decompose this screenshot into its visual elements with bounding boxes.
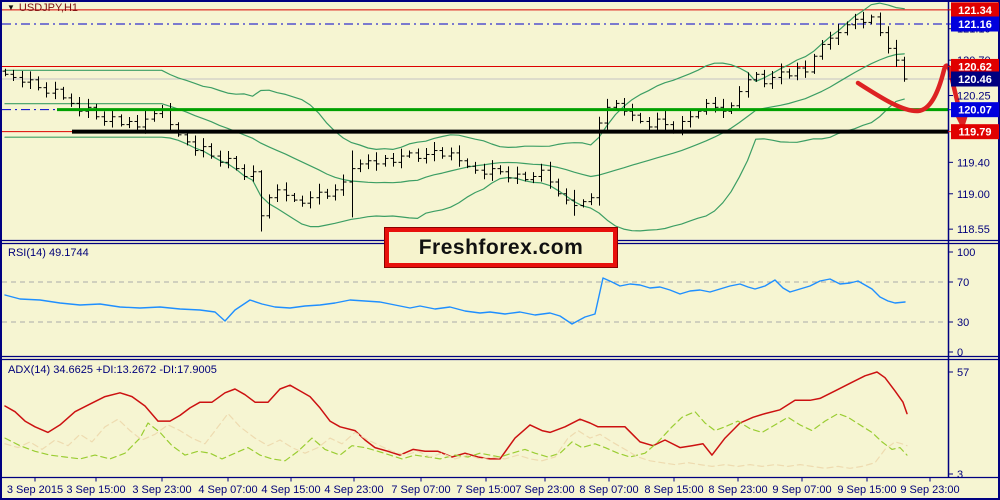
- time-label: 3 Sep 15:00: [66, 484, 125, 496]
- price-tick-label: 120.25: [957, 91, 991, 103]
- price-badge: [951, 2, 999, 18]
- time-label: 8 Sep 23:00: [708, 484, 767, 496]
- rsi-panel[interactable]: [2, 277, 946, 325]
- price-badge-label: 121.34: [958, 5, 993, 17]
- price-scale[interactable]: 121.10120.70120.25119.40119.00118.55121.…: [948, 2, 999, 481]
- adx-indicator-label: ADX(14) 34.6625 +DI:13.2672 -DI:17.9005: [8, 364, 217, 376]
- price-badge-label: 121.16: [958, 19, 992, 31]
- watermark-text: Freshforex.com: [418, 235, 584, 259]
- price-badge: [951, 16, 999, 32]
- price-tick-label: 118.55: [957, 224, 990, 236]
- time-label: 7 Sep 07:00: [391, 484, 450, 496]
- time-label: 9 Sep 15:00: [837, 484, 896, 496]
- time-label: 4 Sep 15:00: [261, 484, 320, 496]
- time-label: 4 Sep 23:00: [324, 484, 383, 496]
- time-label: 3 Sep 23:00: [132, 484, 191, 496]
- price-badge-label: 120.46: [958, 74, 992, 86]
- main-price-panel[interactable]: [2, 2, 948, 232]
- freshforex-watermark: Freshforex.com: [384, 227, 618, 268]
- time-label: 9 Sep 23:00: [900, 484, 959, 496]
- price-badge: [951, 71, 999, 87]
- time-label: 8 Sep 07:00: [579, 484, 638, 496]
- adx-scale-label: 3: [957, 469, 963, 481]
- symbol-text: USDJPY,H1: [18, 2, 79, 14]
- price-badge-label: 120.07: [958, 105, 992, 117]
- price-bars: [2, 11, 908, 232]
- rsi-indicator-label: RSI(14) 49.1744: [8, 247, 89, 259]
- price-badge: [951, 124, 999, 140]
- time-label: 8 Sep 15:00: [644, 484, 703, 496]
- adx-panel[interactable]: [4, 371, 908, 469]
- price-badge-label: 120.62: [958, 61, 992, 73]
- price-badge: [951, 58, 999, 74]
- dropdown-arrow-icon[interactable]: ▼: [7, 3, 15, 12]
- time-label: 7 Sep 23:00: [515, 484, 574, 496]
- time-label: 4 Sep 07:00: [198, 484, 257, 496]
- rsi-scale-label: 30: [957, 317, 969, 329]
- rsi-scale-label: 100: [957, 247, 975, 259]
- price-badge-label: 119.79: [958, 127, 991, 139]
- time-label: 3 Sep 2015: [7, 484, 63, 496]
- time-label: 7 Sep 15:00: [456, 484, 515, 496]
- price-tick-label: 119.40: [957, 157, 990, 169]
- rsi-scale-label: 0: [957, 347, 963, 359]
- price-tick-label: 119.00: [957, 189, 990, 201]
- adx-scale-label: 57: [957, 367, 969, 379]
- symbol-timeframe-label: ▼ USDJPY,H1: [7, 2, 78, 14]
- price-badge: [951, 102, 999, 118]
- time-scale[interactable]: 3 Sep 2015 3 Sep 15:00 3 Sep 23:00 4 Sep 07…: [7, 477, 960, 497]
- time-label: 9 Sep 07:00: [772, 484, 831, 496]
- rsi-scale-label: 70: [957, 277, 969, 289]
